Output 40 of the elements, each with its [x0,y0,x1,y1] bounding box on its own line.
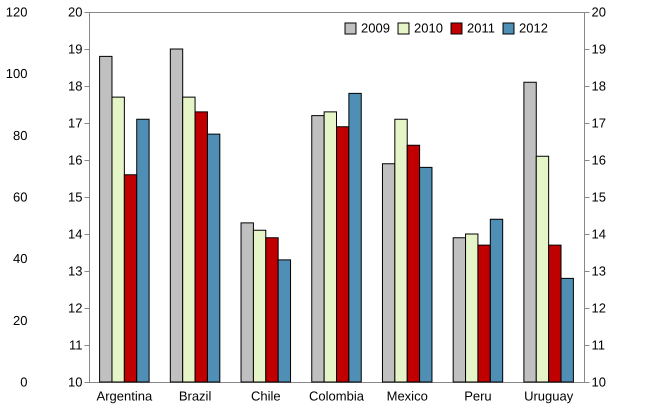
y-tick-label: 20 [68,4,82,20]
y2-tick-label: 15 [592,190,606,204]
y-tick-label: 12 [68,300,82,316]
y-tick-label: 17 [68,116,82,130]
y-tick-label: 19 [68,42,82,56]
y-tick-label: 13 [68,264,82,278]
x-tick-label: Chile [250,388,281,404]
y-tick-label: 15 [68,190,82,204]
legend-label: 2012 [519,20,548,36]
y2-tick-label: 19 [592,42,606,56]
y3-tick-label: 0 [20,374,28,390]
y-tick-label: 11 [69,338,82,352]
y2-tick-label: 14 [592,226,606,242]
y-tick-label: 14 [68,226,82,242]
y2-tick-label: 10 [592,374,606,390]
y-tick-label: 16 [68,152,82,168]
y3-tick-label: 80 [13,128,28,143]
legend-label: 2011 [467,20,495,36]
y-tick-label: 18 [68,78,82,94]
y2-tick-label: 13 [592,264,606,278]
y2-tick-label: 11 [592,338,605,352]
y3-tick-label: 120 [6,4,28,20]
y3-tick-label: 60 [13,190,28,204]
y3-tick-label: 100 [6,66,28,82]
y2-tick-label: 12 [592,300,606,316]
y2-tick-label: 17 [592,116,606,130]
x-tick-label: Colombia [309,388,365,404]
y-tick-label: 10 [68,374,82,390]
legend-label: 2009 [361,20,390,36]
x-tick-label: Argentina [96,388,153,404]
y3-tick-label: 40 [13,251,28,266]
x-tick-label: Peru [464,388,492,404]
x-tick-label: Uruguay [524,388,574,404]
y2-tick-label: 20 [592,4,606,20]
legend-label: 2010 [414,20,443,36]
y2-tick-label: 18 [592,78,606,94]
x-tick-label: Brazil [178,388,212,404]
x-tick-label: Mexico [386,388,428,404]
y2-tick-label: 16 [592,152,606,168]
y3-tick-label: 20 [13,312,28,328]
